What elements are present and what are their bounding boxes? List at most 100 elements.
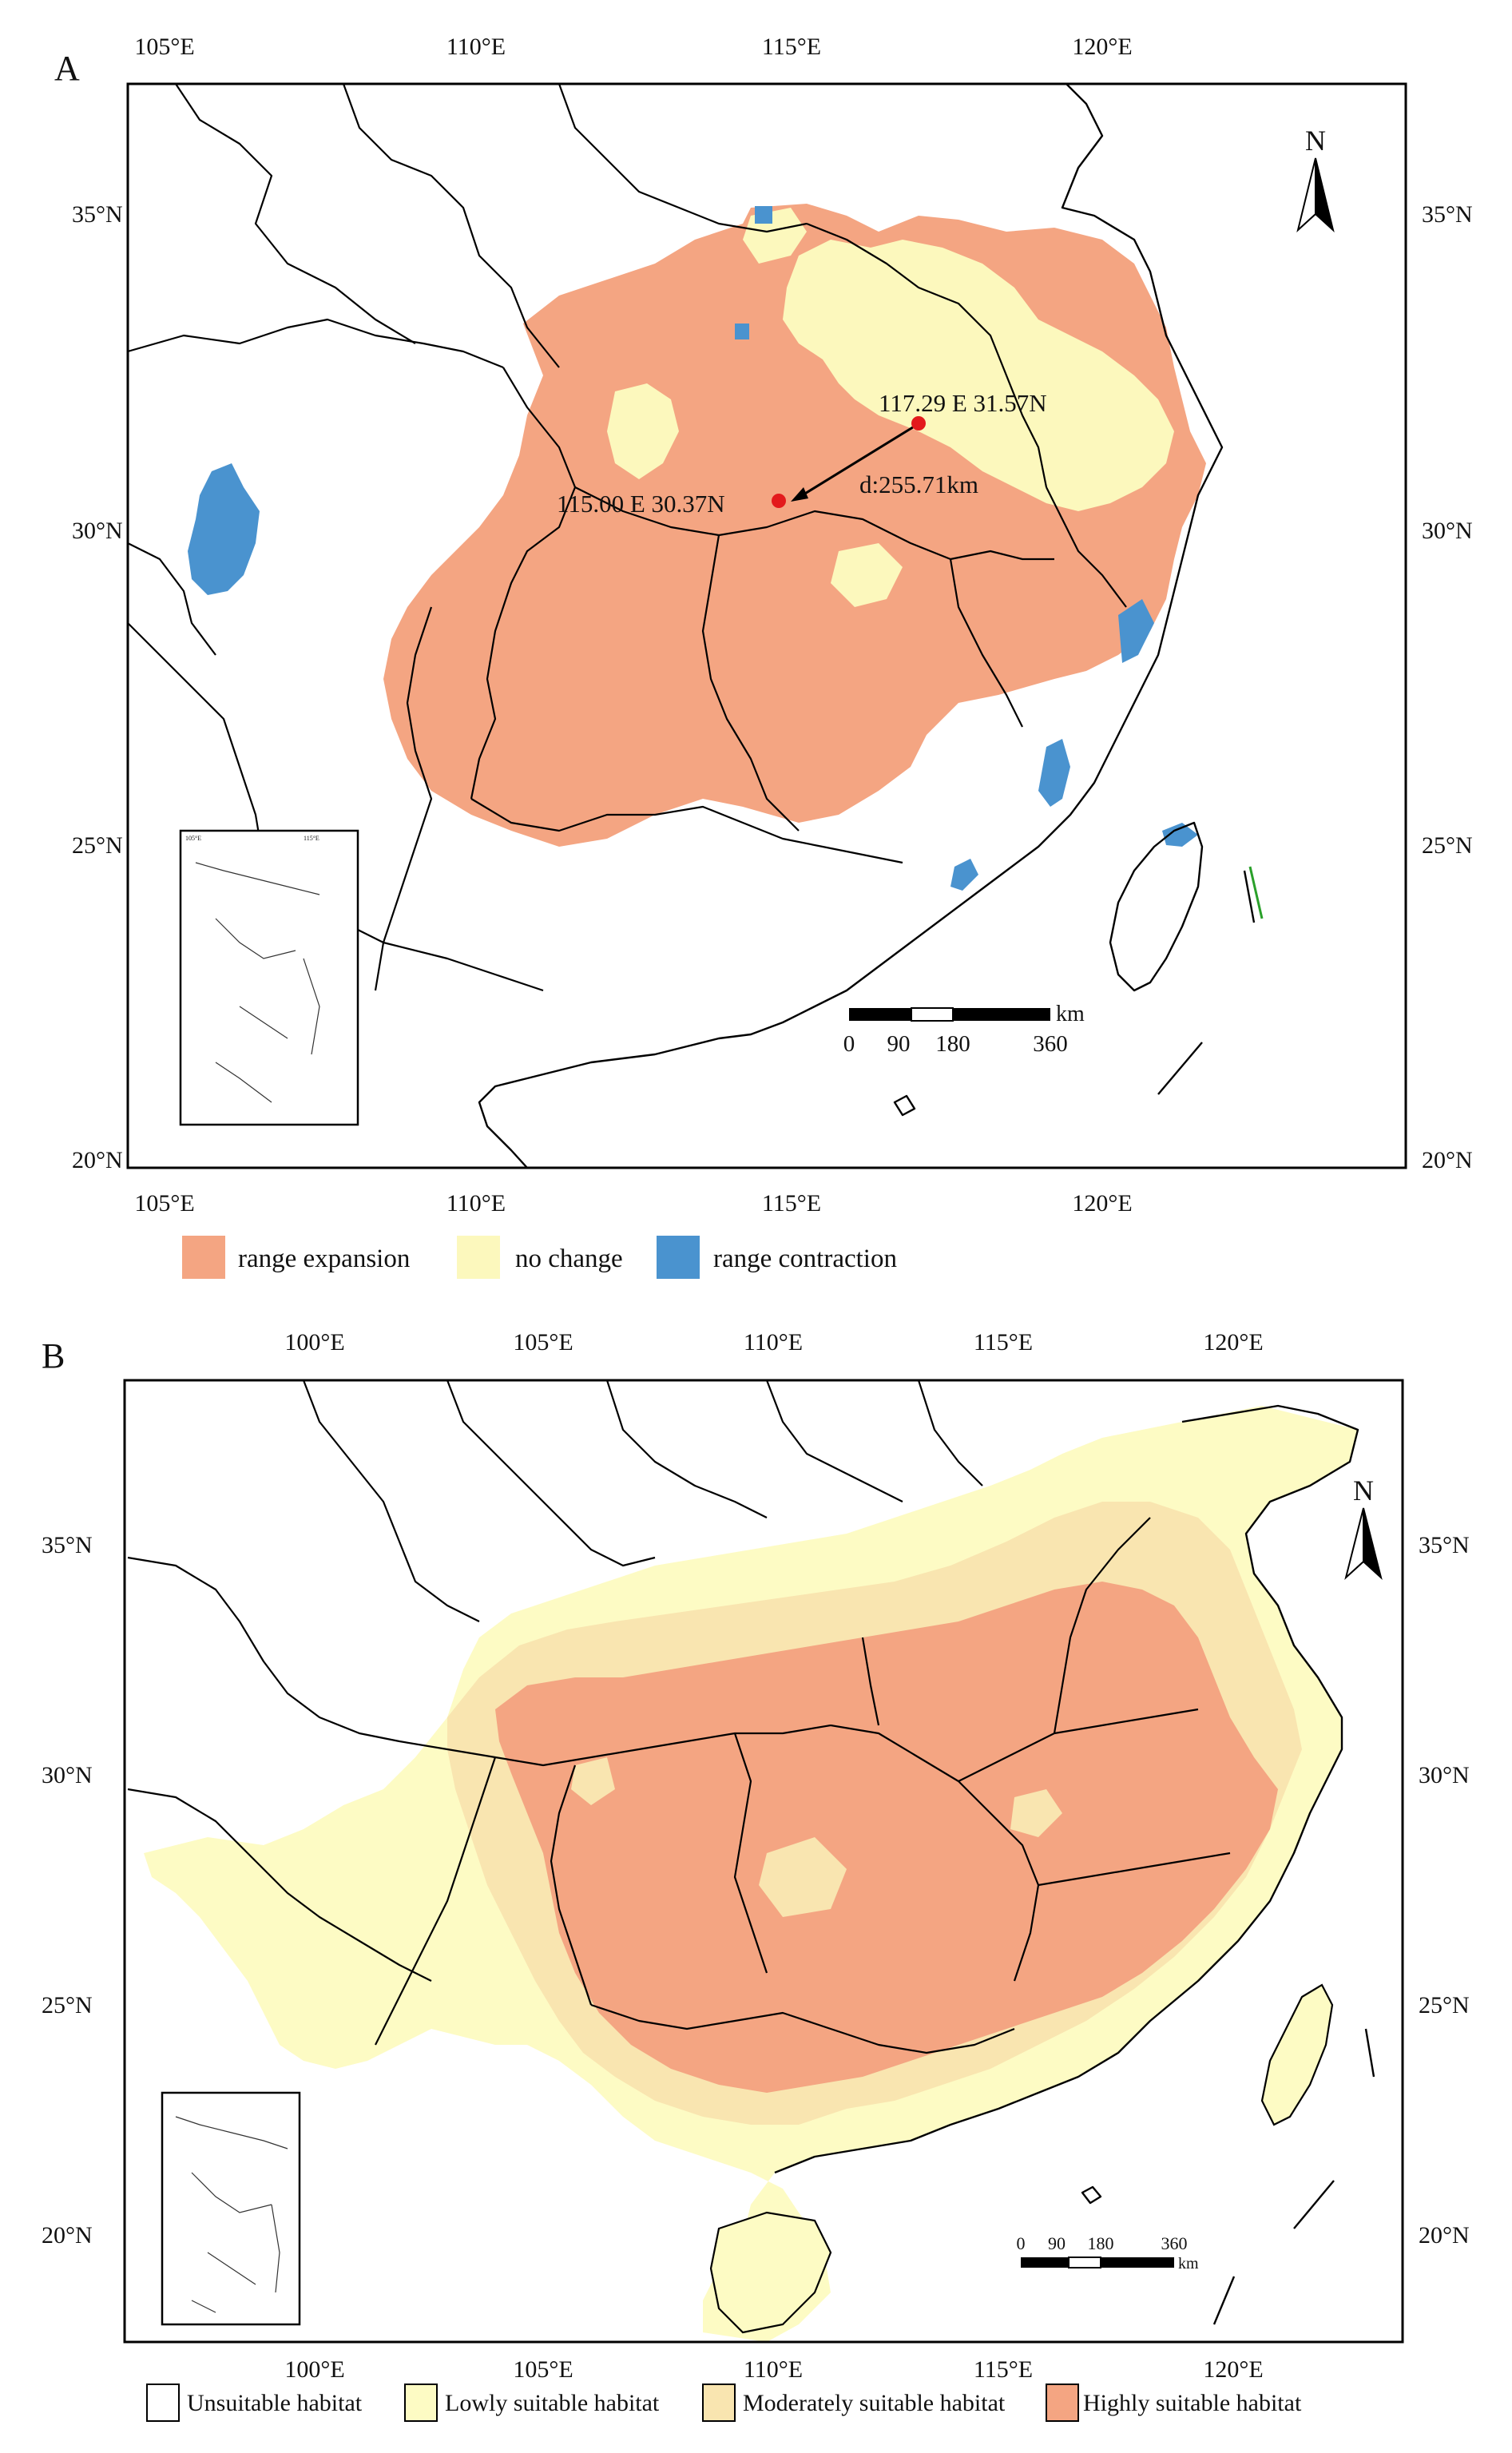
a-legend-swatch-contraction [657,1236,700,1279]
panel-b-bottom-lon-ticks: 100°E 105°E 110°E 115°E 120°E [284,2356,1263,2383]
a-line-east [1157,1042,1203,1095]
b-inset-map [161,2091,301,2326]
b-bottom-lon-100: 100°E [284,2356,344,2383]
b-coastline [774,1404,1359,2174]
b-right-lat-20: 20°N [1419,2222,1470,2249]
a-dark-line [1243,870,1256,923]
a-left-lat-20: 20°N [72,1147,123,1173]
a-distance-label: d:255.71km [859,470,978,498]
a-contraction-guangdong [950,859,978,891]
b-right-lat-30: 30°N [1419,1762,1470,1788]
b-left-lat-25: 25°N [42,1992,93,2018]
a-bottom-lon-115: 115°E [762,1190,821,1217]
a-shift-arrowhead [791,487,808,502]
b-scale-360: 360 [1161,2233,1188,2253]
a-scale-90: 90 [887,1031,911,1057]
panel-b-label: B [42,1336,65,1375]
a-contraction-sichuan [188,463,260,595]
b-scale-bar: 0 90 180 360 km [1017,2233,1200,2272]
a-point-future [772,494,786,508]
a-left-lat-30: 30°N [72,518,123,544]
a-top-lon-115: 115°E [762,34,821,60]
panel-a-legend: range expansion no change range contract… [182,1236,897,1279]
a-point-future-label: 115.00 E 30.37N [557,490,725,518]
a-scale-unit: km [1056,1002,1085,1026]
b-moderate-patch-3 [571,1757,615,1805]
b-legend-swatch-moderately [702,2384,736,2422]
b-legend-label-highly: Highly suitable habitat [1083,2390,1302,2416]
a-contraction-fujian [1038,739,1070,807]
b-moderate-patch-1 [759,1837,847,1917]
a-contraction-north [755,206,772,224]
b-top-lon-110: 110°E [744,1329,803,1356]
b-bottom-lon-120: 120°E [1203,2356,1263,2383]
b-legend-swatch-highly [1046,2384,1079,2422]
b-legend-swatch-unsuitable [146,2384,180,2422]
a-bottom-lon-110: 110°E [446,1190,506,1217]
a-point-current-label: 117.29 E 31.57N [879,389,1047,417]
b-scale-unit: km [1178,2255,1199,2272]
panel-a-label: A [54,49,80,88]
a-legend-label-nochange: no change [515,1244,623,1273]
b-highly-suitable-region [495,1582,1278,2093]
b-hainan [709,2211,832,2334]
panel-a-left-lat-ticks: 35°N 30°N 25°N 20°N [72,201,123,1173]
a-coastline [478,84,1224,1168]
panel-b: B 100°E 105°E 110°E 115°E 120°E [42,1329,1470,2422]
b-top-lon-100: 100°E [284,1329,344,1356]
panel-b-left-lat-ticks: 35°N 30°N 25°N 20°N [42,1532,93,2249]
b-taiwan [1260,1983,1334,2126]
b-bottom-lon-105: 105°E [513,2356,573,2383]
svg-text:105°E: 105°E [185,835,201,842]
a-legend-label-expansion: range expansion [238,1244,410,1273]
a-point-current [911,416,926,431]
b-left-lat-20: 20°N [42,2222,93,2249]
a-island [893,1094,916,1117]
b-province-borders [127,1380,1231,2054]
a-left-lat-25: 25°N [72,832,123,859]
panel-a-map: 117.29 E 31.57N 115.00 E 30.37N d:255.71… [128,84,1335,1168]
a-bottom-lon-105: 105°E [134,1190,194,1217]
b-line-east-2 [1293,2180,1335,2229]
a-green-line [1248,866,1264,919]
b-scale-90: 90 [1048,2233,1066,2253]
a-taiwan-outline [1109,821,1204,992]
b-north-label: N [1353,1475,1374,1506]
b-island [1081,2185,1102,2205]
b-left-lat-30: 30°N [42,1762,93,1788]
b-scale-180: 180 [1088,2233,1114,2253]
a-right-lat-20: 20°N [1422,1147,1473,1173]
b-line-east-3 [1212,2276,1236,2325]
a-legend-label-contraction: range contraction [713,1244,897,1273]
b-line-east-1 [1364,2028,1375,2078]
b-legend-label-unsuitable: Unsuitable habitat [187,2390,363,2416]
b-top-lon-115: 115°E [974,1329,1033,1356]
b-moderate-patch-2 [1010,1789,1062,1837]
a-right-lat-35: 35°N [1422,201,1473,228]
b-legend-label-lowly: Lowly suitable habitat [445,2390,660,2416]
panel-b-top-lon-ticks: 100°E 105°E 110°E 115°E 120°E [284,1329,1263,1356]
a-right-lat-25: 25°N [1422,832,1473,859]
a-right-lat-30: 30°N [1422,518,1473,544]
panel-a: A 105°E 110°E 115°E 120°E [54,34,1473,1279]
b-legend-label-moderately: Moderately suitable habitat [743,2390,1006,2416]
a-legend-swatch-nochange [457,1236,500,1279]
b-scale-0: 0 [1017,2233,1026,2253]
panel-b-frame [123,1379,1404,2344]
a-scale-bar: 0 90 180 360 km [843,1002,1085,1057]
panel-a-top-lon-ticks: 105°E 110°E 115°E 120°E [134,34,1132,60]
a-scale-0: 0 [843,1031,855,1057]
a-north-label: N [1305,125,1326,157]
a-top-lon-120: 120°E [1072,34,1132,60]
a-top-lon-105: 105°E [134,34,194,60]
a-north-arrow: N [1296,125,1335,232]
a-scale-360: 360 [1033,1031,1068,1057]
a-province-borders [128,84,1127,992]
a-no-change-west [607,383,679,479]
a-left-lat-35: 35°N [72,201,123,228]
b-legend-swatch-lowly [404,2384,438,2422]
a-contraction-taiwan [1162,823,1198,847]
a-shift-arrow-line [796,424,916,500]
a-no-change-region [783,240,1174,511]
a-no-change-south [831,543,903,607]
